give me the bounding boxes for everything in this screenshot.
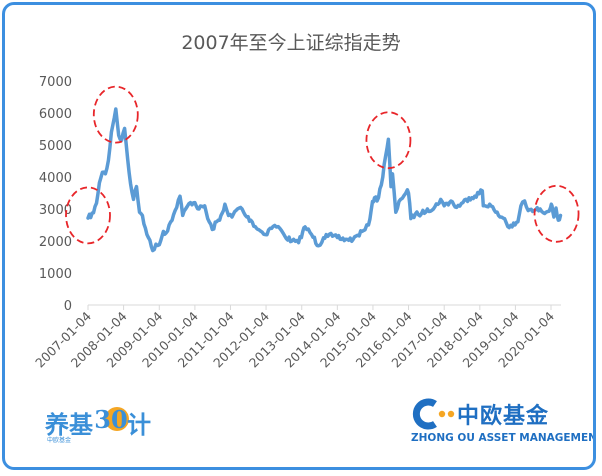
chart-canvas: 2007年至今上证综指走势 0 1000 2000 3000 4000 5000 6000 7… — [32, 32, 580, 370]
series-line — [86, 107, 563, 253]
highlight-circle — [92, 85, 139, 144]
y-tick-label: 7000 — [39, 75, 72, 90]
x-axis: 2007-01-042008-01-042009-01-042010-01-04… — [32, 304, 561, 370]
y-tick-label: 1000 — [39, 267, 72, 282]
y-tick-label: 3000 — [39, 203, 72, 218]
brand-right-name: 中欧基金 — [457, 404, 550, 429]
highlight-circle — [533, 184, 580, 243]
y-tick-label: 4000 — [39, 171, 72, 186]
annotations — [65, 85, 580, 245]
brand-left-tail: 计 — [127, 410, 151, 439]
chart-frame: 2007年至今上证综指走势 0 1000 2000 3000 4000 5000 6000 7… — [2, 2, 596, 470]
y-tick-label: 5000 — [39, 139, 72, 154]
series-group — [86, 107, 563, 253]
highlight-circle — [65, 186, 111, 245]
zhongou-logo: 中欧基金 ZHONG OU ASSET MANAGEMENT — [411, 398, 593, 450]
number-30-badge: 30 — [95, 405, 129, 434]
y-tick-label: 6000 — [39, 107, 72, 122]
highlight-circle — [365, 111, 412, 170]
zhongou-logo-mark-icon — [412, 398, 455, 430]
brand-right-sub: ZHONG OU ASSET MANAGEMENT — [411, 432, 596, 444]
brand-left-sub: 中欧基金 — [47, 437, 72, 444]
brand-left-number: 30 — [95, 405, 128, 434]
y-tick-label: 2000 — [39, 235, 72, 250]
chart-title: 2007年至今上证综指走势 — [181, 32, 400, 54]
y-tick-label: 0 — [64, 299, 72, 314]
y-axis: 0 1000 2000 3000 4000 5000 6000 7000 — [39, 75, 72, 314]
brand-left-name: 养基 — [45, 410, 93, 439]
yangji-30-logo: 养基 30 计 中欧基金 — [45, 399, 175, 447]
